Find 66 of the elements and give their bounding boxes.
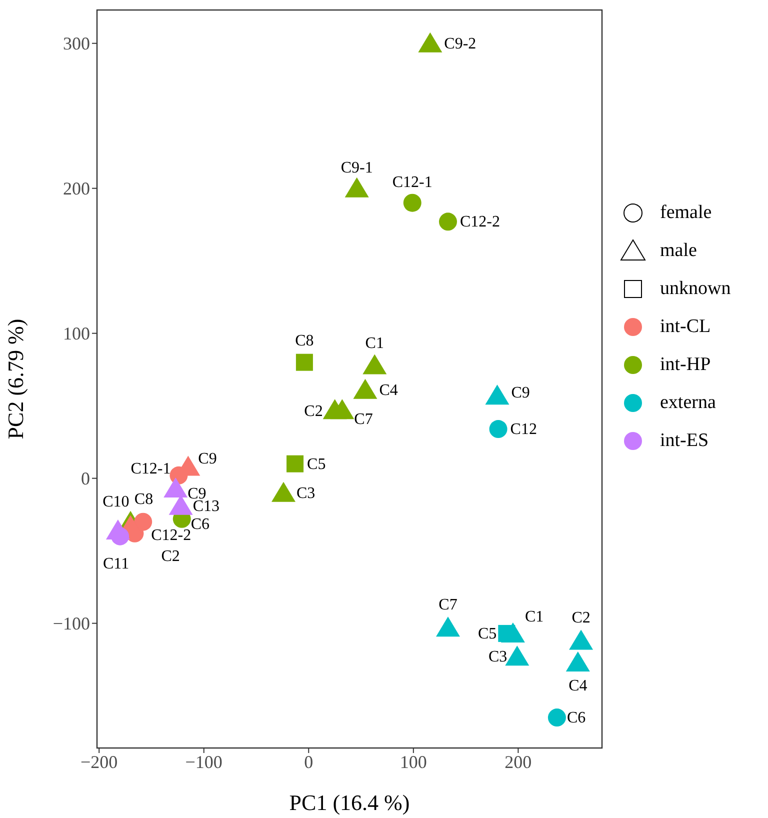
y-tick-label: 200 [63, 178, 90, 199]
annotation: C1 [524, 608, 544, 626]
annotation: C11 [103, 555, 130, 572]
annotation: C1 [365, 335, 384, 352]
legend-label: unknown [660, 278, 731, 300]
point [403, 194, 422, 212]
legend-label: int-CL [660, 316, 711, 338]
annotation: C7 [438, 596, 458, 614]
point [566, 651, 590, 672]
point [548, 708, 566, 727]
legend-label: female [660, 202, 712, 224]
annotation: C13 [192, 498, 220, 515]
x-tick-label: 200 [504, 752, 532, 772]
annotation: C2 [572, 610, 590, 627]
annotation: C5 [307, 456, 326, 473]
point [418, 32, 442, 52]
y-tick-label: 0 [81, 468, 90, 489]
annotation: C9-1 [340, 159, 373, 176]
y-tick-label: 300 [63, 34, 90, 54]
annotation: C12-2 [460, 214, 500, 231]
annotation: C12-1 [392, 174, 432, 191]
y-tick-label: −100 [52, 614, 90, 634]
x-tick-label: −200 [80, 752, 118, 772]
annotation: C12 [510, 421, 537, 438]
point [485, 384, 510, 405]
annotation: C10 [102, 494, 130, 511]
annotation: C8 [295, 332, 314, 350]
annotation: C5 [478, 625, 497, 642]
point [330, 399, 354, 420]
x-tick-label: 100 [400, 752, 427, 772]
point [164, 477, 188, 498]
point [569, 630, 594, 650]
annotation: C12-1 [130, 460, 171, 478]
annotation: C3 [488, 648, 508, 666]
x-tick-label: −100 [185, 752, 222, 772]
x-tick-label: 0 [304, 752, 314, 772]
point [296, 354, 313, 371]
annotation: C12-2 [151, 526, 192, 544]
point [438, 212, 457, 231]
y-tick-label: 100 [63, 324, 90, 344]
x-axis-title: PC1 (16.4 %) [289, 790, 410, 815]
annotation: C3 [296, 484, 316, 502]
point [505, 646, 530, 666]
annotation: C4 [568, 677, 588, 694]
annotation: C6 [566, 710, 586, 727]
annotation: C4 [379, 382, 398, 399]
point [353, 378, 378, 399]
annotation: C7 [354, 411, 373, 428]
annotation: C6 [190, 516, 210, 533]
point [344, 177, 369, 198]
annotation: C9 [198, 450, 217, 468]
legend-label: int-ES [660, 430, 709, 452]
annotation: C2 [304, 403, 323, 420]
point [489, 420, 508, 438]
y-axis-title: PC2 (6.79 %) [2, 318, 28, 440]
legend-label: externa [660, 392, 716, 414]
point [286, 455, 304, 472]
annotation: C8 [134, 491, 154, 508]
point [271, 482, 296, 502]
annotation: C9 [511, 384, 530, 402]
legend-label: male [660, 240, 697, 262]
annotation: C9-2 [444, 35, 476, 52]
point [436, 616, 460, 637]
point [362, 354, 387, 374]
legend-label: int-HP [660, 354, 711, 376]
annotation: C2 [161, 548, 180, 566]
